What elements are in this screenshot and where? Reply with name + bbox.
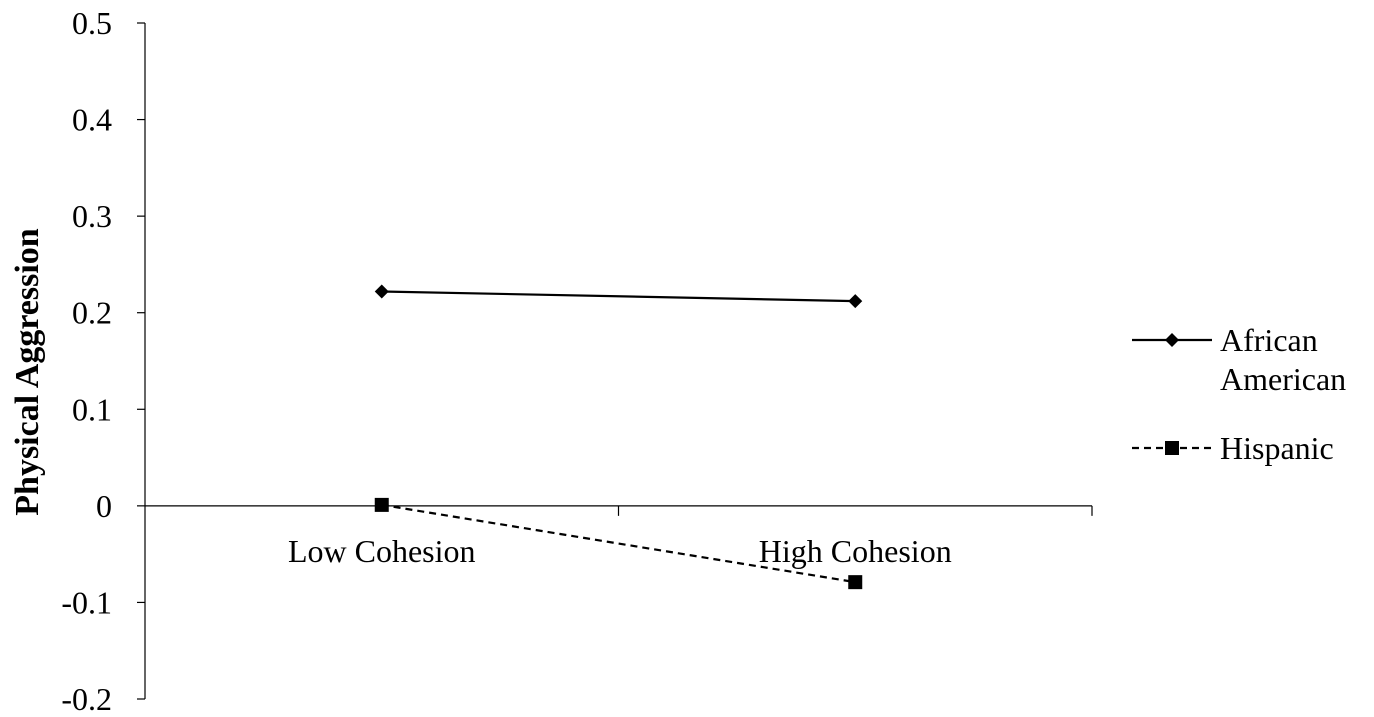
- data-point-0: [374, 284, 389, 299]
- y-tick-label: 0.5: [72, 5, 112, 41]
- axes: [137, 22, 1093, 700]
- y-tick-label: 0: [96, 488, 112, 524]
- data-point-1: [374, 497, 389, 512]
- y-axis-title: Physical Aggression: [9, 228, 46, 516]
- legend-marker-0: [1165, 333, 1179, 347]
- y-tick-label: -0.1: [61, 584, 112, 620]
- legend-label: American: [1220, 361, 1346, 397]
- legend-label: Hispanic: [1220, 430, 1334, 466]
- legend-label: African: [1220, 322, 1318, 358]
- series-lines: [381, 290, 856, 584]
- series-line-0: [381, 290, 856, 303]
- series-markers: [374, 284, 863, 590]
- data-point-0: [848, 294, 863, 309]
- y-tick-label: 0.1: [72, 391, 112, 427]
- y-tick-label: 0.2: [72, 295, 112, 331]
- legend-marker-1: [1165, 441, 1179, 455]
- y-tick-labels: 0.5 0.4 0.3 0.2 0.1 0 -0.1 -0.2: [61, 5, 112, 717]
- series-line-1: [381, 503, 856, 584]
- x-category-label: High Cohesion: [759, 533, 952, 569]
- x-category-labels: Low Cohesion High Cohesion: [288, 533, 952, 569]
- data-point-1: [848, 575, 863, 590]
- y-tick-label: 0.3: [72, 198, 112, 234]
- x-category-label: Low Cohesion: [288, 533, 476, 569]
- y-tick-label: -0.2: [61, 681, 112, 717]
- y-tick-label: 0.4: [72, 102, 112, 138]
